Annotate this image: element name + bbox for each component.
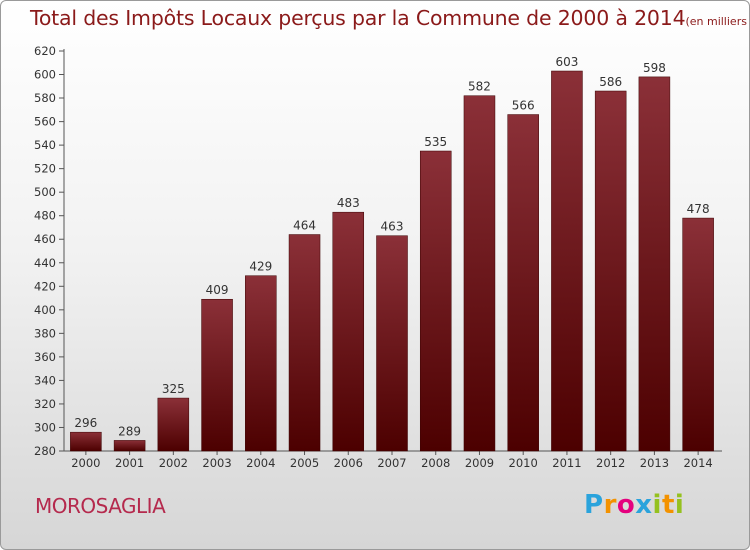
y-tick-label: 360 bbox=[34, 350, 56, 364]
proxiti-logo[interactable]: Proxiti bbox=[584, 490, 684, 520]
x-tick-label: 2001 bbox=[115, 456, 144, 470]
bar-2013 bbox=[638, 76, 671, 452]
logo-letter: i bbox=[652, 490, 662, 520]
value-label: 429 bbox=[249, 260, 272, 274]
x-tick-label: 2000 bbox=[71, 456, 100, 470]
x-tick-label: 2010 bbox=[509, 456, 538, 470]
logo-letter: o bbox=[616, 490, 636, 520]
bar-2012 bbox=[594, 90, 627, 452]
value-label: 464 bbox=[293, 219, 316, 233]
x-tick-label: 2009 bbox=[465, 456, 494, 470]
y-tick-label: 420 bbox=[34, 279, 56, 293]
y-tick-label: 580 bbox=[34, 91, 56, 105]
value-label: 409 bbox=[206, 283, 229, 297]
x-tick-label: 2002 bbox=[159, 456, 188, 470]
value-label: 483 bbox=[337, 196, 360, 210]
y-tick-label: 380 bbox=[34, 326, 56, 340]
x-tick-label: 2013 bbox=[640, 456, 669, 470]
x-tick-label: 2008 bbox=[421, 456, 450, 470]
x-tick-label: 2012 bbox=[596, 456, 625, 470]
x-tick-label: 2003 bbox=[202, 456, 231, 470]
y-tick-label: 320 bbox=[34, 397, 56, 411]
y-tick-label: 440 bbox=[34, 256, 56, 270]
x-tick-label: 2014 bbox=[683, 456, 712, 470]
value-label: 478 bbox=[687, 202, 710, 216]
bar-2002 bbox=[157, 397, 190, 452]
y-tick-label: 460 bbox=[34, 232, 56, 246]
bar-2007 bbox=[376, 235, 408, 452]
value-label: 603 bbox=[555, 55, 578, 69]
value-label: 586 bbox=[599, 75, 622, 89]
bar-2010 bbox=[507, 114, 539, 452]
value-label: 535 bbox=[424, 135, 447, 149]
bar-2014 bbox=[682, 217, 714, 452]
bar-2006 bbox=[332, 211, 365, 452]
x-tick-label: 2006 bbox=[334, 456, 363, 470]
y-tick-label: 280 bbox=[34, 444, 56, 458]
x-tick-label: 2004 bbox=[246, 456, 275, 470]
y-tick-label: 480 bbox=[34, 209, 56, 223]
bar-2011 bbox=[551, 70, 583, 452]
bar-2009 bbox=[463, 95, 496, 452]
y-tick-label: 340 bbox=[34, 373, 56, 387]
y-tick-label: 560 bbox=[34, 115, 56, 129]
commune-name: MOROSAGLIA bbox=[35, 494, 166, 518]
y-tick-label: 540 bbox=[34, 138, 56, 152]
y-tick-label: 500 bbox=[34, 185, 56, 199]
chart-labels: 2000 296 2001 289 2002 325 2003 409 2004 429 2005 4… bbox=[71, 55, 713, 470]
value-label: 582 bbox=[468, 80, 491, 94]
value-label: 296 bbox=[74, 416, 97, 430]
chart-axes: 280 300 320 340 360 380 400 420 440 460 480 500 520 5… bbox=[34, 44, 722, 458]
logo-letter: r bbox=[603, 490, 617, 520]
x-tick-label: 2007 bbox=[377, 456, 406, 470]
logo-letter: x bbox=[635, 490, 653, 520]
bar-2004 bbox=[245, 275, 277, 452]
bar-2000 bbox=[70, 431, 102, 452]
value-label: 289 bbox=[118, 424, 141, 438]
value-label: 463 bbox=[381, 220, 404, 234]
value-label: 325 bbox=[162, 382, 185, 396]
value-label: 598 bbox=[643, 61, 666, 75]
bar-2003 bbox=[201, 298, 233, 452]
bar-2008 bbox=[419, 150, 452, 452]
chart-title: Total des Impôts Locaux perçus par la Co… bbox=[30, 6, 749, 30]
bar-2001 bbox=[113, 440, 146, 452]
y-tick-label: 600 bbox=[34, 68, 56, 82]
y-tick-label: 520 bbox=[34, 162, 56, 176]
x-tick-label: 2011 bbox=[552, 456, 581, 470]
logo-letter: i bbox=[674, 490, 685, 520]
y-tick-label: 300 bbox=[34, 420, 56, 434]
chart-subtitle: (en milliers d'€) bbox=[685, 15, 749, 28]
chart-title-text: Total des Impôts Locaux perçus par la Co… bbox=[30, 6, 686, 30]
bar-2005 bbox=[288, 234, 321, 452]
chart-bars bbox=[70, 70, 714, 452]
x-tick-label: 2005 bbox=[290, 456, 319, 470]
logo-letter: P bbox=[584, 490, 604, 520]
logo-letter: t bbox=[661, 490, 675, 520]
value-label: 566 bbox=[512, 99, 535, 113]
y-tick-label: 400 bbox=[34, 303, 56, 317]
y-tick-label: 620 bbox=[34, 44, 56, 58]
